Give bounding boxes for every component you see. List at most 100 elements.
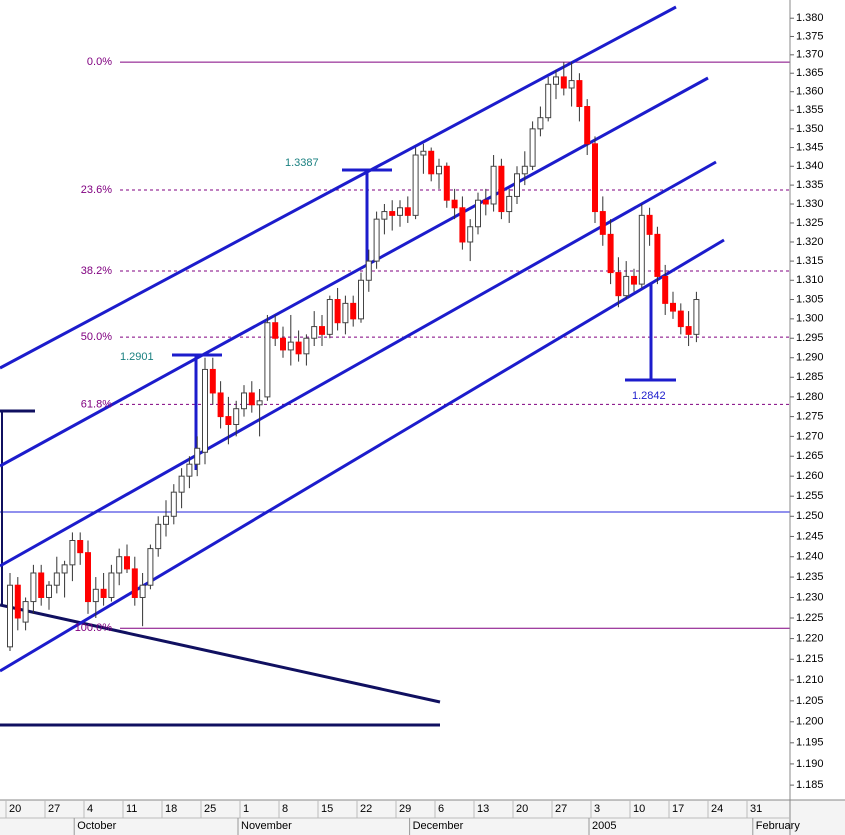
candle-body — [248, 392, 255, 406]
candle-body — [623, 275, 630, 297]
candle-body — [545, 83, 552, 119]
y-tick-label: 1.240 — [796, 551, 824, 563]
y-tick-label: 1.210 — [796, 674, 824, 686]
candle-body — [467, 226, 474, 243]
y-tick-label: 1.330 — [796, 198, 824, 210]
candle-body — [576, 80, 583, 108]
candle-body — [654, 233, 661, 277]
y-tick-label: 1.360 — [796, 86, 824, 98]
y-tick-label: 1.365 — [796, 67, 824, 79]
candle-body — [506, 195, 513, 213]
month-label: November — [241, 820, 292, 832]
x-tick-label: 3 — [594, 803, 600, 815]
month-label: December — [413, 820, 464, 832]
candle-body — [607, 233, 614, 274]
candle-body — [568, 80, 575, 89]
candle-body — [397, 207, 403, 216]
y-tick-label: 1.270 — [796, 430, 824, 442]
candle-body — [436, 165, 442, 175]
channel-line — [0, 160, 717, 568]
candle-body — [560, 76, 567, 89]
candle-body — [677, 310, 684, 328]
y-tick-label: 1.230 — [796, 591, 824, 603]
candle-body — [46, 584, 52, 598]
fib-level-label: 61.8% — [81, 398, 112, 410]
y-tick-label: 1.350 — [796, 123, 824, 135]
y-tick-label: 1.310 — [796, 274, 824, 286]
y-tick-label: 1.195 — [796, 737, 824, 749]
candle-body — [685, 326, 692, 335]
candle-body — [521, 165, 528, 175]
candle-body — [334, 299, 341, 324]
y-tick-label: 1.315 — [796, 255, 824, 267]
candle-body — [615, 272, 622, 297]
candle-body — [303, 337, 310, 355]
y-tick-label: 1.275 — [796, 411, 824, 423]
candle-body — [365, 260, 372, 281]
month-label: February — [756, 820, 801, 832]
fib-level-label: 0.0% — [87, 56, 112, 68]
candle-body — [311, 326, 318, 339]
x-tick-label: 27 — [555, 803, 567, 815]
candle-body — [553, 76, 559, 85]
x-tick-label: 17 — [672, 803, 684, 815]
candle-body — [108, 572, 115, 598]
candle-body — [225, 416, 232, 425]
y-tick-label: 1.235 — [796, 571, 824, 583]
y-tick-label: 1.355 — [796, 104, 824, 116]
candle-body — [404, 207, 411, 216]
candle-body — [100, 588, 107, 598]
x-tick-label: 1 — [243, 803, 249, 815]
candle-body — [194, 447, 201, 465]
y-tick-label: 1.335 — [796, 179, 824, 191]
annotation: 1.2901 — [120, 351, 154, 363]
candle-body — [30, 572, 37, 603]
candle-body — [373, 218, 380, 262]
candle-body — [482, 199, 489, 205]
x-tick-label: 29 — [399, 803, 411, 815]
candle-body — [217, 392, 224, 418]
annotation: 1.3387 — [285, 157, 319, 169]
candle-body — [326, 299, 333, 335]
candle-body — [670, 302, 676, 312]
candle-body — [209, 368, 216, 394]
candle-body — [85, 552, 91, 603]
x-tick-label: 20 — [516, 803, 528, 815]
candle-body — [22, 601, 29, 623]
candle-body — [116, 556, 123, 574]
fib-level-label: 50.0% — [81, 331, 112, 343]
candle-body — [264, 322, 271, 398]
y-tick-label: 1.380 — [796, 12, 824, 24]
candle-body — [420, 150, 427, 156]
candle-body — [389, 211, 396, 216]
candle-body — [7, 584, 13, 648]
x-tick-label: 13 — [477, 803, 489, 815]
candle-body — [498, 165, 505, 213]
candle-body — [92, 588, 99, 603]
x-tick-label: 15 — [321, 803, 333, 815]
candle-body — [77, 540, 84, 554]
channel-line — [0, 238, 725, 673]
candle-body — [295, 341, 302, 355]
x-tick-label: 18 — [165, 803, 177, 815]
candle-body — [638, 214, 645, 285]
candle-body — [280, 337, 286, 351]
candle-body — [646, 214, 653, 235]
fib-level-label: 38.2% — [81, 265, 112, 277]
month-label: October — [77, 820, 116, 832]
x-tick-label: 4 — [87, 803, 93, 815]
candle-body — [350, 302, 357, 320]
candle-body — [537, 117, 544, 130]
y-tick-label: 1.320 — [796, 236, 824, 248]
x-tick-label: 10 — [633, 803, 645, 815]
candle-body — [155, 523, 162, 550]
plot-area — [0, 0, 790, 800]
candle-body — [139, 584, 146, 598]
candle-body — [124, 556, 130, 570]
y-tick-label: 1.280 — [796, 391, 824, 403]
candle-body — [342, 302, 349, 324]
y-tick-label: 1.245 — [796, 530, 824, 542]
y-tick-label: 1.215 — [796, 653, 824, 665]
y-tick-label: 1.200 — [796, 716, 824, 728]
